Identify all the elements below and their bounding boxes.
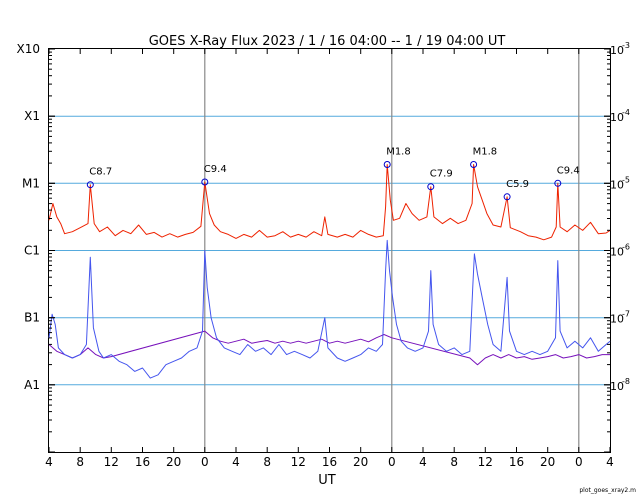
flare-label: M1.8 [473,147,498,158]
flux-series [48,164,611,379]
x-tick-label: 20 [540,455,555,469]
x-axis-title: UT [318,473,336,488]
flare-marker [86,181,94,189]
flare-label: C5.9 [506,179,529,190]
x-tick-label: 12 [291,455,306,469]
y-left-class-label: B1 [24,311,40,325]
y-right-power-exponent: -6 [622,243,630,252]
y-right-power-exponent: -4 [622,108,630,117]
flare-label: C9.4 [204,164,227,175]
x-tick-label: 0 [201,455,209,469]
x-tick-label: 4 [606,455,614,469]
x-tick-label: 20 [166,455,181,469]
flare-marker [201,178,209,186]
series-line-long [48,164,611,241]
y-right-power-exponent: -5 [622,175,630,184]
x-tick-label: 20 [353,455,368,469]
x-tick-label: 4 [419,455,427,469]
axis-ticks [48,48,611,453]
x-tick-label: 16 [135,455,150,469]
x-tick-label: 8 [450,455,458,469]
y-right-power-label: 10 [610,246,624,259]
plot-frame [48,48,611,453]
y-right-power-label: 10 [610,178,624,191]
axis-labels: 4 8 12 16 20 0 4 8 12 16 20 0 4 8 12 16 20 0 4 A1 B1 C1 M1 X1 X1… [17,41,630,469]
x-tick-label: 12 [104,455,119,469]
y-right-power-label: 10 [610,313,624,326]
y-right-power-exponent: -7 [622,310,630,319]
x-tick-label: 16 [322,455,337,469]
chart-title: GOES X-Ray Flux 2023 / 1 / 16 04:00 -- 1… [149,34,506,49]
flare-marker [383,161,391,168]
y-right-power-label: 10 [610,44,624,57]
x-tick-label: 8 [263,455,271,469]
y-right-power-exponent: -3 [622,41,630,50]
x-tick-label: 16 [509,455,524,469]
flare-label: M1.8 [386,147,411,158]
flare-label: C9.4 [557,165,580,176]
y-left-class-label: X1 [24,109,40,123]
flare-marker [427,183,435,191]
plot-footer: plot_goes_xray2.m [579,487,636,494]
y-left-class-label: M1 [22,176,40,190]
series-line-short2 [48,330,610,366]
flare-marker [554,179,562,187]
x-tick-label: 12 [478,455,493,469]
x-tick-label: 8 [76,455,84,469]
y-right-power-exponent: -8 [622,377,630,386]
x-tick-label: 0 [575,455,583,469]
y-right-power-label: 10 [610,111,624,124]
x-tick-label: 4 [45,455,53,469]
x-tick-label: 0 [388,455,396,469]
y-right-power-label: 10 [610,380,624,393]
y-left-class-label: X10 [17,42,41,56]
flare-marker [503,193,511,201]
flare-label: C7.9 [430,169,453,180]
flare-marker [470,161,478,168]
series-line-short1 [48,239,611,379]
flare-label: C8.7 [89,167,112,178]
flare-markers: C8.7 C9.4 M1.8 C7.9 M1.8 C5.9 C9.4 [86,147,580,201]
y-left-class-label: A1 [24,378,40,392]
y-left-class-label: C1 [24,244,40,258]
x-tick-label: 4 [232,455,240,469]
class-lines [49,115,610,386]
